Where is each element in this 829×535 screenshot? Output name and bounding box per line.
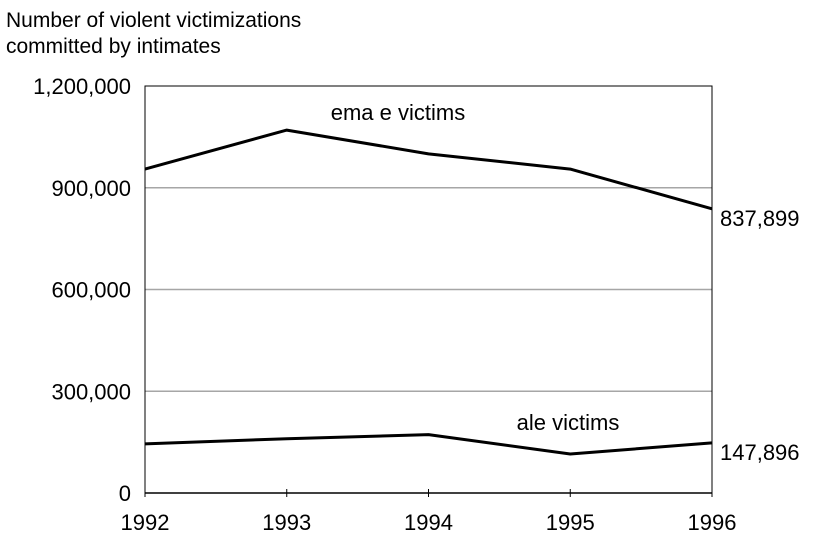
series-line-0: [144, 128, 713, 211]
series-lines: [144, 128, 713, 456]
x-tick-label: 1992: [121, 510, 170, 535]
x-tick-label: 1993: [262, 510, 311, 535]
x-tick-label: 1995: [546, 510, 595, 535]
y-tick-label: 0: [119, 481, 131, 506]
series-end-value-label: 837,899: [720, 206, 800, 231]
y-axis-title-line-2: committed by intimates: [6, 35, 221, 58]
series-name-label: ema e victims: [331, 100, 465, 125]
x-tick-label: 1996: [688, 510, 737, 535]
y-axis-title: Number of violent victimizations committ…: [6, 8, 301, 60]
series-name-label: ale victims: [517, 410, 620, 435]
axes: [144, 489, 713, 497]
gridlines: [145, 187, 712, 392]
y-tick-label: 900,000: [51, 176, 131, 201]
y-tick-label: 300,000: [51, 379, 131, 404]
series-end-value-label: 147,896: [720, 440, 800, 465]
y-tick-label: 1,200,000: [33, 74, 131, 99]
series-line-1: [144, 433, 713, 456]
x-tick-label: 1994: [404, 510, 453, 535]
y-axis-title-line-1: Number of violent victimizations: [6, 9, 302, 32]
y-tick-label: 600,000: [51, 278, 131, 303]
labels: 0 300,000 600,000 900,000 1,200,000 1992 1993 1…: [33, 74, 799, 535]
